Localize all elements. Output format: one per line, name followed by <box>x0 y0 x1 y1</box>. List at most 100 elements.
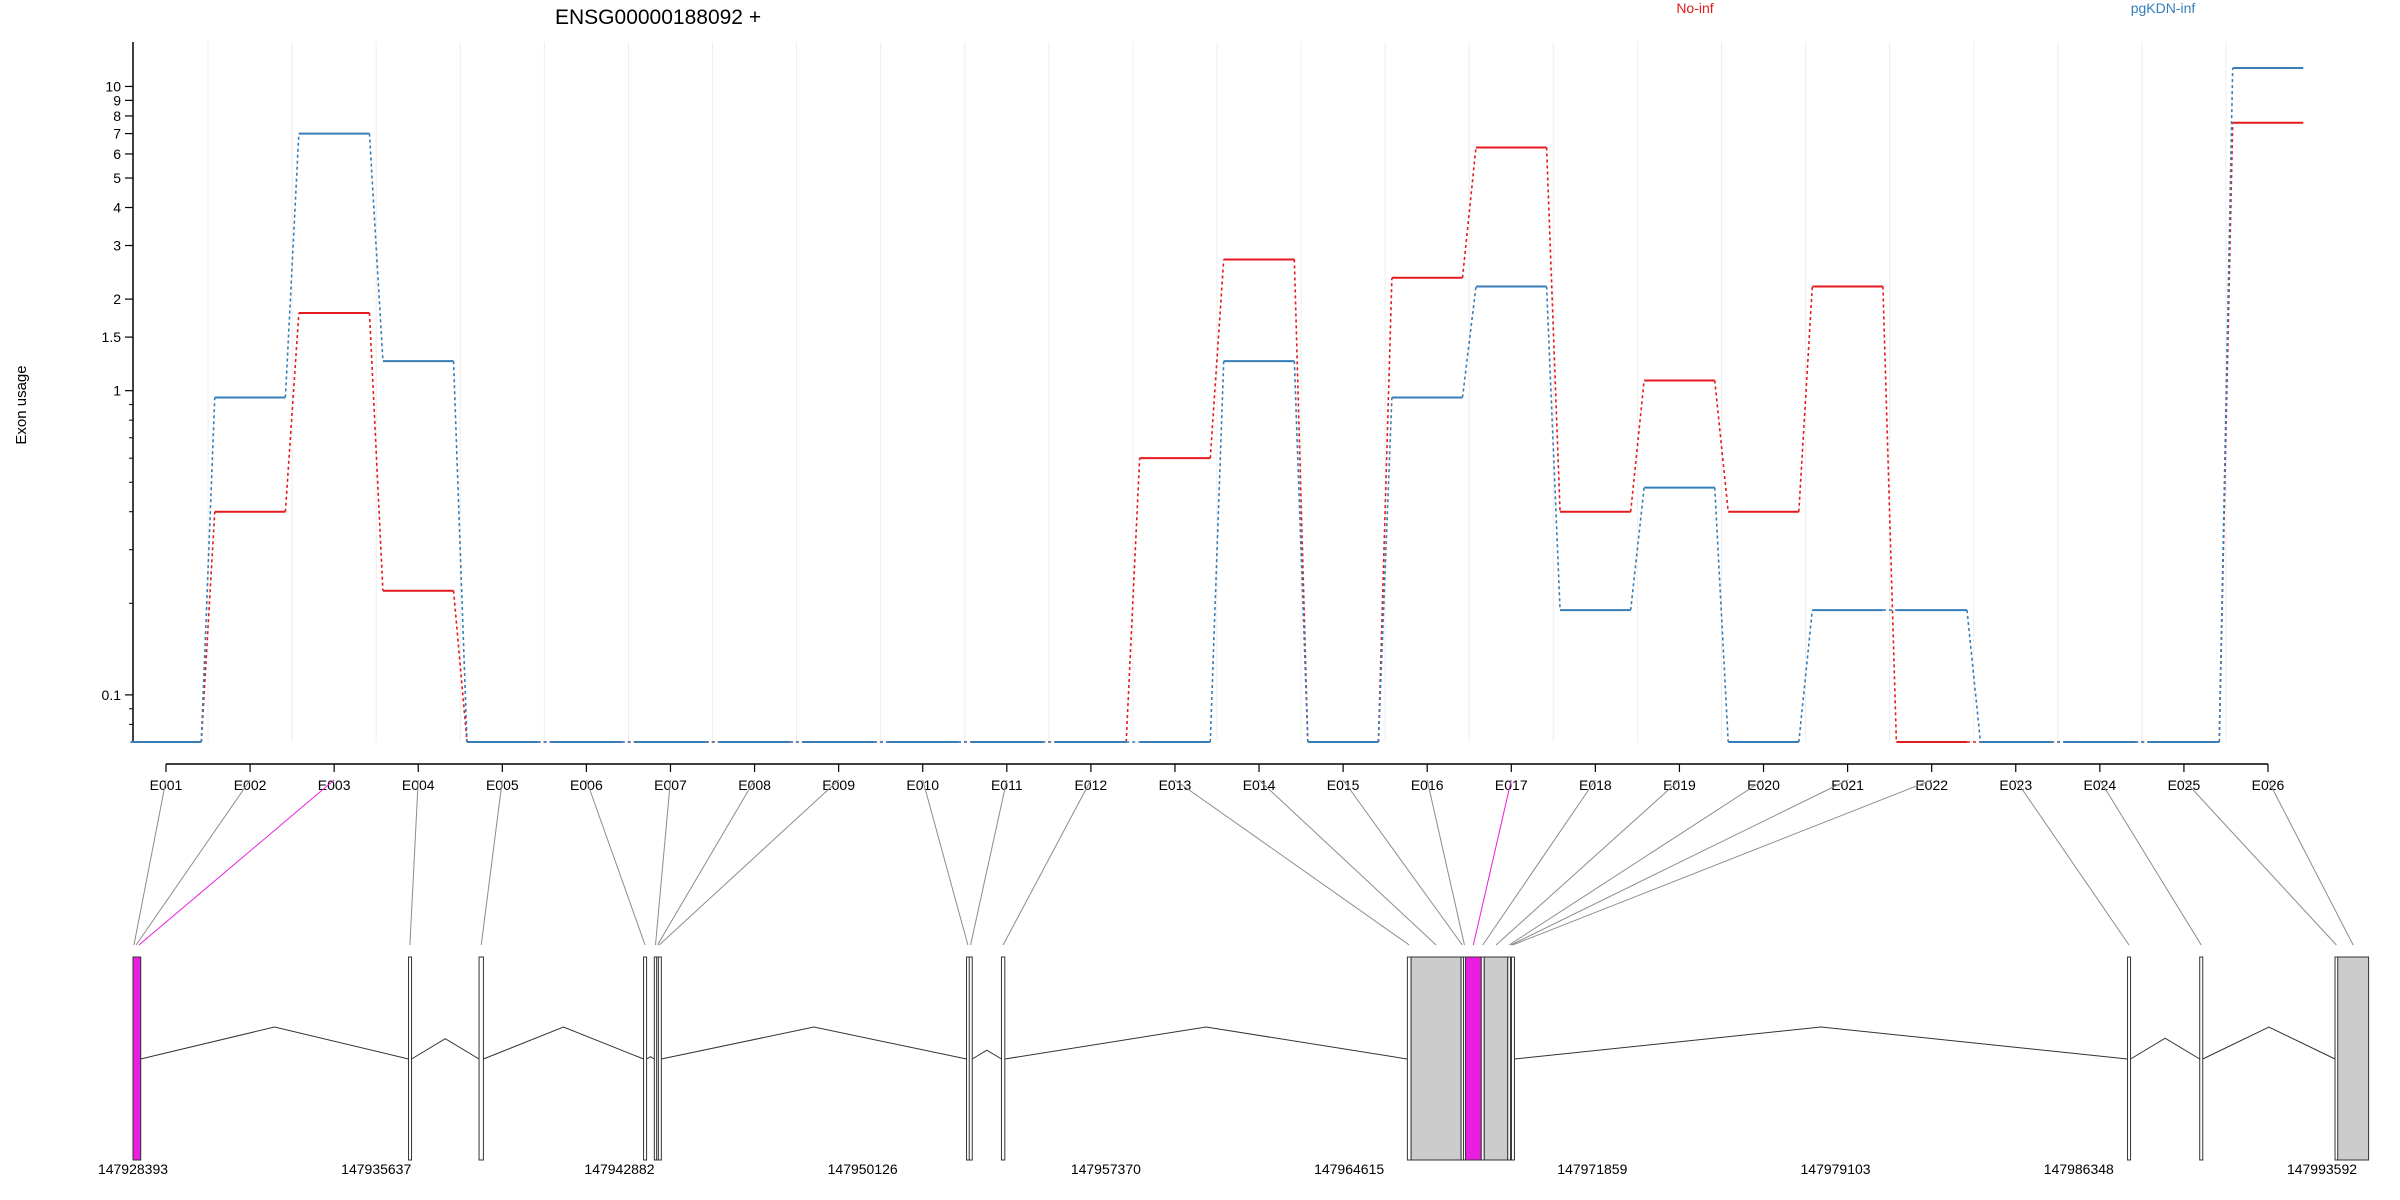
intron-line <box>1004 1026 1408 1060</box>
intron-line <box>2130 1037 2200 1060</box>
x-tick-label-e017: E017 <box>1495 777 1528 793</box>
connector-e006 <box>585 779 646 946</box>
transition-segment <box>368 133 384 362</box>
connector-e017 <box>1472 779 1512 946</box>
genomic-axis: 147928393 147935637 147942882 147950126 1479… <box>98 1161 2357 1177</box>
y-axis-label: Exon usage <box>13 365 30 444</box>
connector-e025 <box>2183 779 2337 946</box>
exon-box-e014 <box>1410 956 1462 1161</box>
x-tick-label-e022: E022 <box>1915 777 1948 793</box>
x-tick-label-e007: E007 <box>654 777 687 793</box>
transition-segment <box>284 133 300 398</box>
y-tick-label: 4 <box>113 200 121 216</box>
genomic-tick-label: 147942882 <box>584 1161 654 1177</box>
connector-e014 <box>1258 779 1437 946</box>
x-axis: E001 E002 E003 E004 E005 E006 E007 E008 E009 E010… <box>150 763 2285 793</box>
intron-line <box>646 1056 655 1060</box>
intron-line <box>411 1038 480 1060</box>
y-tick-label: 8 <box>113 108 121 124</box>
x-tick-label-e014: E014 <box>1243 777 1276 793</box>
connector-e021 <box>1510 779 1848 946</box>
transition-segment <box>1713 487 1730 743</box>
connector-e019 <box>1495 779 1680 946</box>
connector-e015 <box>1342 779 1463 946</box>
exon-box-e019 <box>1483 956 1509 1161</box>
connector-e011 <box>970 779 1008 946</box>
connector-e010 <box>922 779 969 946</box>
transition-segment <box>1798 286 1814 512</box>
y-tick-label: 7 <box>113 126 121 142</box>
transition-segment <box>1629 487 1645 611</box>
genomic-tick-label: 147971859 <box>1557 1161 1627 1177</box>
genomic-tick-label: 147993592 <box>2287 1161 2357 1177</box>
exon-box-e009 <box>657 956 662 1161</box>
x-tick-label-e020: E020 <box>1747 777 1780 793</box>
transition-segment <box>1461 147 1477 278</box>
connector-e001 <box>133 779 167 946</box>
genomic-tick-label: 147950126 <box>828 1161 898 1177</box>
series-lines <box>130 66 2304 743</box>
genomic-tick-label: 147979103 <box>1801 1161 1871 1177</box>
connector-e012 <box>1002 779 1092 946</box>
y-tick-label: 0.1 <box>102 687 122 703</box>
connector-e007 <box>654 779 671 946</box>
intron-line <box>140 1026 409 1060</box>
connector-e005 <box>480 779 503 946</box>
transition-segment <box>452 590 468 743</box>
x-tick-label-e015: E015 <box>1327 777 1360 793</box>
intron-line <box>2202 1026 2336 1060</box>
x-tick-label-e005: E005 <box>486 777 519 793</box>
genomic-tick-label: 147957370 <box>1071 1161 1141 1177</box>
transition-segment <box>1461 286 1477 398</box>
transition-segment <box>368 312 384 591</box>
exon-box-e013 <box>1406 956 1412 1161</box>
x-tick-label-e011: E011 <box>991 777 1023 793</box>
x-tick-label-e006: E006 <box>570 777 603 793</box>
connector-e003 <box>138 779 335 946</box>
connector-e024 <box>2099 779 2202 946</box>
connector-e023 <box>2015 779 2130 946</box>
genomic-tick-label: 147986348 <box>2044 1161 2114 1177</box>
transition-segment <box>1882 286 1898 743</box>
intron-line <box>661 1026 967 1060</box>
connector-e004 <box>409 779 419 946</box>
x-tick-label-e013: E013 <box>1159 777 1192 793</box>
connector-e020 <box>1508 779 1764 946</box>
intron-line <box>971 1049 1002 1060</box>
chart-title: ENSG00000188092 + <box>555 6 761 29</box>
exon-box-e012 <box>1000 956 1006 1161</box>
y-tick-label: 10 <box>105 78 121 94</box>
y-tick-label: 1.5 <box>102 329 122 345</box>
y-tick-label: 6 <box>113 146 121 162</box>
x-tick-label-e001: E001 <box>150 777 183 793</box>
exon-box-e004 <box>408 956 413 1161</box>
y-tick-label: 5 <box>113 170 121 186</box>
connector-e018 <box>1482 779 1596 946</box>
y-tick-label: 3 <box>113 238 121 254</box>
intron-line <box>1514 1026 2128 1060</box>
exon-box-e005 <box>478 956 484 1161</box>
x-tick-label-e012: E012 <box>1075 777 1108 793</box>
x-tick-label-e002: E002 <box>234 777 267 793</box>
x-tick-label-e016: E016 <box>1411 777 1444 793</box>
transition-segment <box>1629 380 1645 512</box>
exon-box-e022 <box>1510 956 1515 1161</box>
exon-box-e026 <box>2337 956 2370 1161</box>
x-tick-label-e024: E024 <box>2083 777 2116 793</box>
transition-segment <box>1545 147 1561 512</box>
connector-e008 <box>657 779 755 946</box>
x-tick-label-e008: E008 <box>738 777 771 793</box>
x-tick-label-e021: E021 <box>1831 777 1864 793</box>
y-tick-label: 9 <box>113 92 121 108</box>
series-pgkdn-inf <box>130 66 2304 743</box>
genomic-tick-label: 147964615 <box>1314 1161 1384 1177</box>
gene-model <box>132 956 2370 1161</box>
x-tick-label-e025: E025 <box>2168 777 2201 793</box>
legend-no-inf: No-inf <box>1676 0 1713 16</box>
exon-box-e001-e003 <box>132 956 142 1161</box>
exon-box-e017 <box>1464 956 1482 1161</box>
transition-segment <box>1798 609 1814 743</box>
connector-e026 <box>2267 779 2354 946</box>
